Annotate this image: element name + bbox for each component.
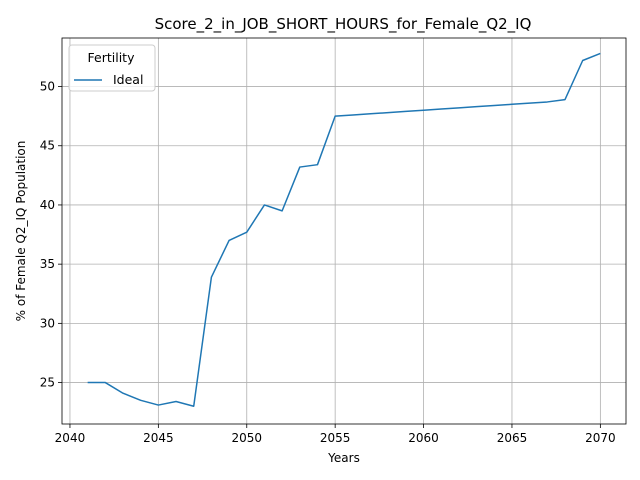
y-tick-label: 25	[40, 376, 55, 390]
x-axis: 2040 2045 2050 2055 2060 2065 2070	[55, 424, 616, 445]
y-tick-label: 30	[40, 316, 55, 330]
x-tick-label: 2055	[320, 431, 351, 445]
x-tick-label: 2050	[231, 431, 262, 445]
series-layer	[87, 52, 601, 407]
x-axis-label: Years	[327, 451, 360, 465]
x-tick-label: 2065	[497, 431, 528, 445]
x-tick-label: 2040	[55, 431, 86, 445]
x-tick-label: 2060	[408, 431, 439, 445]
legend: Fertility Ideal	[68, 44, 156, 92]
y-tick-label: 50	[40, 80, 55, 94]
x-tick-label: 2045	[143, 431, 174, 445]
y-axis: 25 30 35 40 45 50	[40, 80, 62, 390]
y-axis-label: % of Female Q2_IQ Population	[14, 141, 28, 322]
legend-title: Fertility	[88, 50, 136, 65]
y-tick-label: 40	[40, 198, 55, 212]
grid	[62, 38, 626, 424]
y-tick-label: 35	[40, 257, 55, 271]
legend-label-ideal: Ideal	[113, 72, 143, 87]
y-tick-label: 45	[40, 139, 55, 153]
x-tick-label: 2070	[585, 431, 616, 445]
chart-title: Score_2_in_JOB_SHORT_HOURS_for_Female_Q2…	[155, 15, 532, 34]
series-line-ideal	[87, 52, 601, 407]
plot-frame	[61, 37, 627, 425]
